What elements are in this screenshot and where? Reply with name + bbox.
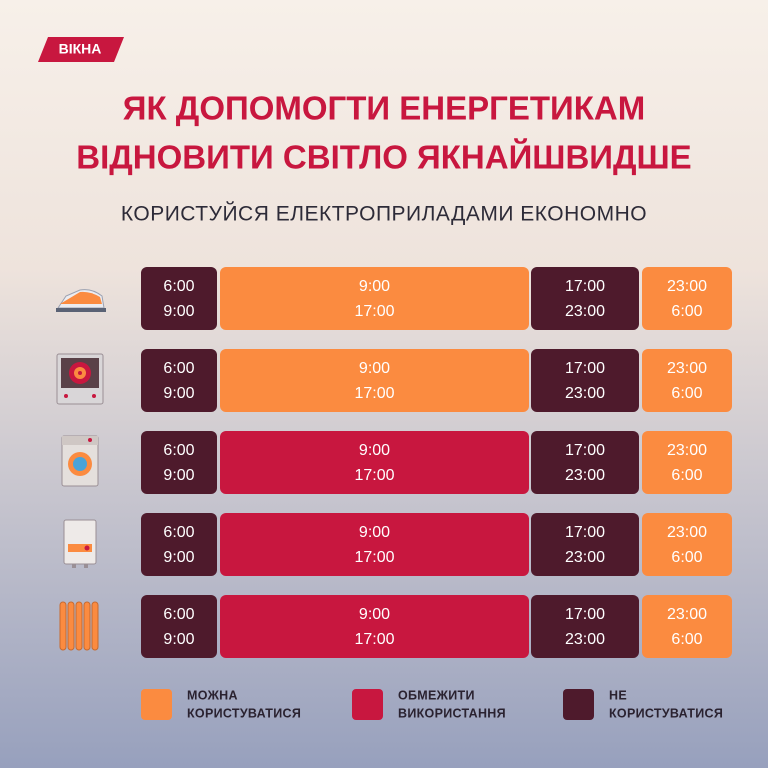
time-to: 23:00 [565, 631, 605, 648]
legend-label: ВИКОРИСТАННЯ [398, 706, 506, 720]
washer-icon [61, 435, 99, 487]
legend-swatch [352, 689, 383, 720]
time-to: 6:00 [671, 549, 702, 566]
time-from: 23:00 [667, 278, 707, 295]
time-block [531, 595, 639, 658]
title-line: ВІДНОВИТИ СВІТЛО ЯКНАЙШВИДШЕ [76, 138, 691, 176]
time-from: 23:00 [667, 606, 707, 623]
time-from: 17:00 [565, 360, 605, 377]
time-from: 6:00 [163, 606, 194, 623]
time-to: 9:00 [163, 549, 194, 566]
time-block [531, 267, 639, 330]
time-block [642, 513, 732, 576]
time-from: 9:00 [359, 442, 390, 459]
time-block [220, 431, 529, 494]
subtitle: КОРИСТУЙСЯ ЕЛЕКТРОПРИЛАДАМИ ЕКОНОМНО [121, 202, 647, 226]
title-line: ЯК ДОПОМОГТИ ЕНЕРГЕТИКАМ [123, 90, 645, 127]
time-from: 9:00 [359, 278, 390, 295]
time-block [642, 349, 732, 412]
time-from: 23:00 [667, 360, 707, 377]
time-block [531, 431, 639, 494]
time-from: 6:00 [163, 524, 194, 541]
time-block [220, 595, 529, 658]
time-from: 9:00 [359, 524, 390, 541]
time-block [141, 267, 217, 330]
legend-label: ОБМЕЖИТИ [398, 688, 475, 702]
time-from: 17:00 [565, 606, 605, 623]
time-block [220, 349, 529, 412]
time-to: 17:00 [354, 467, 394, 484]
time-to: 9:00 [163, 385, 194, 402]
legend-label: НЕ [609, 688, 627, 702]
time-to: 17:00 [354, 385, 394, 402]
time-from: 6:00 [163, 278, 194, 295]
time-block [220, 513, 529, 576]
time-block [531, 513, 639, 576]
logo: ВІКНА [59, 41, 102, 57]
time-block [642, 431, 732, 494]
time-to: 23:00 [565, 549, 605, 566]
time-block [220, 267, 529, 330]
time-block [642, 595, 732, 658]
logo-badge [38, 37, 124, 62]
legend-swatch [141, 689, 172, 720]
iron-icon [56, 289, 106, 312]
time-block [141, 349, 217, 412]
time-to: 6:00 [671, 385, 702, 402]
time-to: 9:00 [163, 467, 194, 484]
boiler-icon [63, 519, 97, 568]
legend-label: КОРИСТУВАТИСЯ [187, 706, 301, 720]
time-from: 17:00 [565, 524, 605, 541]
time-from: 23:00 [667, 524, 707, 541]
time-block [531, 349, 639, 412]
time-block [141, 513, 217, 576]
time-block [642, 267, 732, 330]
stove-icon [56, 353, 104, 405]
time-from: 9:00 [359, 606, 390, 623]
time-to: 17:00 [354, 303, 394, 320]
legend-label: КОРИСТУВАТИСЯ [609, 706, 723, 720]
legend-label: МОЖНА [187, 688, 238, 702]
time-block [141, 595, 217, 658]
time-block [141, 431, 217, 494]
time-from: 9:00 [359, 360, 390, 377]
time-to: 6:00 [671, 303, 702, 320]
time-to: 23:00 [565, 467, 605, 484]
time-from: 6:00 [163, 442, 194, 459]
time-from: 6:00 [163, 360, 194, 377]
time-to: 17:00 [354, 549, 394, 566]
radiator-icon [59, 601, 99, 651]
time-to: 6:00 [671, 467, 702, 484]
time-to: 9:00 [163, 631, 194, 648]
time-to: 17:00 [354, 631, 394, 648]
time-to: 23:00 [565, 385, 605, 402]
time-from: 17:00 [565, 442, 605, 459]
time-to: 6:00 [671, 631, 702, 648]
time-from: 23:00 [667, 442, 707, 459]
time-to: 9:00 [163, 303, 194, 320]
time-from: 17:00 [565, 278, 605, 295]
time-to: 23:00 [565, 303, 605, 320]
legend-swatch [563, 689, 594, 720]
